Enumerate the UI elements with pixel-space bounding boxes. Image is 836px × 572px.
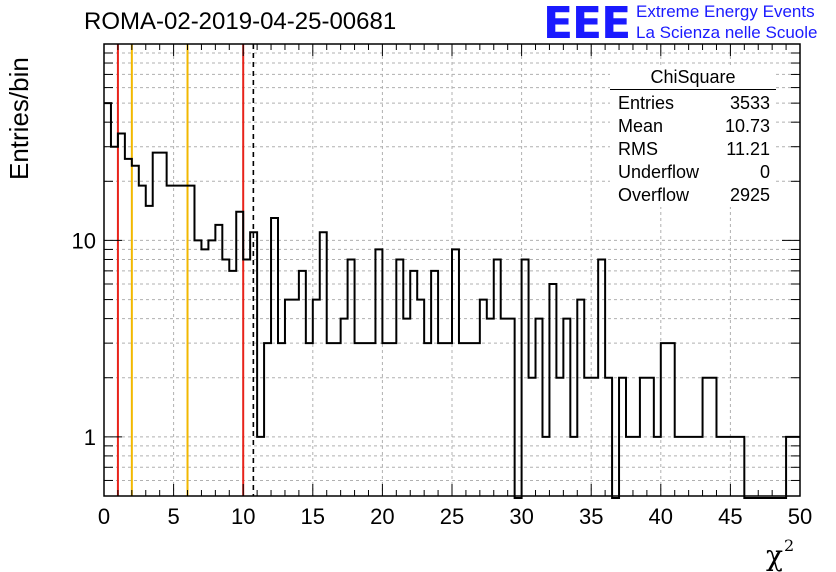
chart-title: ROMA-02-2019-04-25-00681 (84, 8, 397, 35)
eee-logo: EEE (543, 0, 631, 49)
x-tick-label: 40 (649, 504, 673, 529)
stat-label: Entries (618, 93, 675, 113)
stat-value: 10.73 (724, 116, 770, 136)
x-axis-label-exponent: 2 (783, 536, 795, 555)
axis-ticks (103, 43, 801, 497)
x-tick-label: 10 (231, 504, 255, 529)
stat-row-entries: Entries 3533 (610, 92, 776, 115)
stat-row-overflow: Overflow 2925 (610, 184, 776, 207)
logo-subtitle-line2: La Scienza nelle Scuole (636, 23, 818, 42)
stat-row-underflow: Underflow 0 (610, 161, 776, 184)
x-tick-label: 0 (98, 504, 110, 529)
x-tick-label: 5 (167, 504, 179, 529)
stat-value: 11.21 (726, 139, 770, 159)
x-axis-label: χ2 (766, 536, 794, 572)
y-tick-label: 10 (72, 228, 96, 253)
x-tick-label: 25 (440, 504, 464, 529)
tick-labels: 0 5 10 15 20 25 30 35 40 45 50 1 10 (72, 228, 813, 529)
reference-lines (116, 44, 255, 496)
logo-subtitle-line1: Extreme Energy Events (636, 2, 815, 21)
x-tick-label: 45 (718, 504, 742, 529)
stat-value: 2925 (729, 185, 770, 205)
stats-box: ChiSquare Entries 3533 Mean 10.73 RMS 11… (610, 66, 776, 207)
x-tick-label: 50 (788, 504, 812, 529)
stat-value: 3533 (729, 93, 770, 113)
x-tick-label: 30 (509, 504, 533, 529)
stat-label: Mean (618, 116, 664, 136)
stat-label: Overflow (618, 185, 690, 205)
stat-row-rms: RMS 11.21 (610, 138, 776, 161)
stat-row-mean: Mean 10.73 (610, 115, 776, 138)
stats-title: ChiSquare (610, 66, 776, 90)
y-tick-label: 1 (84, 425, 96, 450)
x-tick-label: 35 (579, 504, 603, 529)
x-tick-label: 20 (370, 504, 394, 529)
histogram-outline (104, 102, 800, 499)
stat-label: RMS (618, 139, 658, 159)
histogram-layer (104, 102, 800, 499)
x-axis-label-chi: χ (766, 539, 783, 572)
stat-label: Underflow (618, 162, 700, 182)
x-tick-label: 15 (301, 504, 325, 529)
stat-value: 0 (759, 162, 770, 182)
